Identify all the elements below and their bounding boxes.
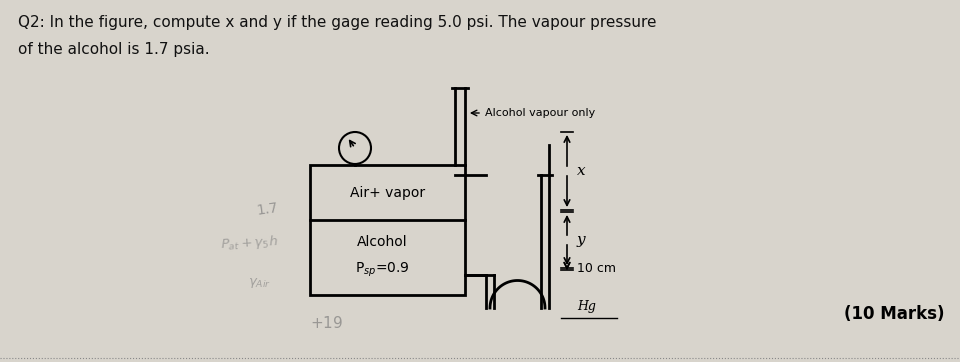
Text: Alcohol: Alcohol	[357, 235, 408, 249]
Text: Q2: In the figure, compute x and y if the gage reading 5.0 psi. The vapour press: Q2: In the figure, compute x and y if th…	[18, 15, 657, 30]
Text: 10 cm: 10 cm	[577, 262, 616, 275]
Text: $P_{at}+\gamma_5 h$: $P_{at}+\gamma_5 h$	[220, 233, 278, 253]
Text: Air+ vapor: Air+ vapor	[350, 185, 425, 199]
Text: Alcohol vapour only: Alcohol vapour only	[485, 108, 595, 118]
Text: x: x	[577, 164, 586, 178]
Text: Hg: Hg	[577, 300, 596, 313]
Text: $+19$: $+19$	[310, 315, 343, 331]
Bar	[310, 165, 465, 295]
Text: P$_{sp}$=0.9: P$_{sp}$=0.9	[355, 261, 410, 279]
Text: (10 Marks): (10 Marks)	[845, 305, 945, 323]
Text: $\gamma_{Air}$: $\gamma_{Air}$	[248, 276, 271, 290]
Text: y: y	[577, 233, 586, 247]
Text: $1.7$: $1.7$	[255, 201, 278, 218]
Text: of the alcohol is 1.7 psia.: of the alcohol is 1.7 psia.	[18, 42, 209, 57]
